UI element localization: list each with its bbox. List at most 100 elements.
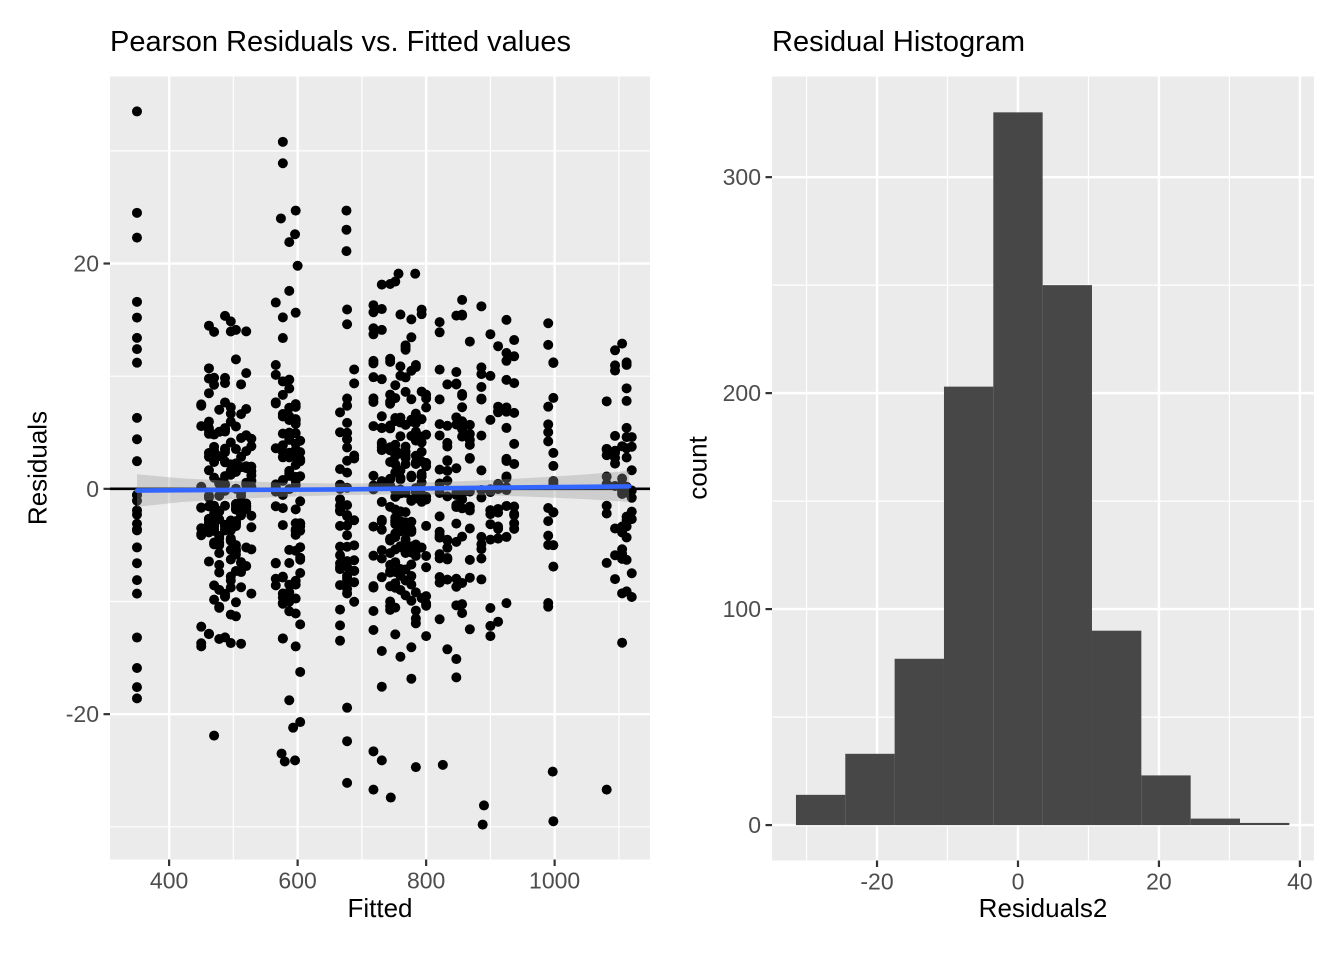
- scatter-point: [277, 572, 288, 583]
- scatter-point: [209, 730, 220, 741]
- scatter-point: [457, 390, 468, 401]
- scatter-point: [621, 554, 632, 565]
- scatter-point: [451, 367, 462, 378]
- scatter-point: [196, 421, 207, 432]
- scatter-point: [376, 572, 387, 583]
- scatter-point: [290, 229, 301, 240]
- scatter-point: [457, 424, 468, 435]
- scatter-point: [385, 353, 396, 364]
- scatter-point: [342, 393, 353, 404]
- scatter-point: [349, 565, 360, 576]
- scatter-point: [400, 386, 411, 397]
- scatter-point: [626, 568, 637, 579]
- scatter-point: [277, 312, 288, 323]
- scatter-point: [493, 616, 504, 627]
- scatter-point: [342, 467, 353, 478]
- scatter-point: [284, 558, 295, 569]
- scatter-point: [501, 500, 512, 511]
- scatter-point: [270, 360, 281, 371]
- scatter-point: [131, 682, 142, 693]
- scatter-point: [548, 357, 559, 368]
- scatter-point: [295, 542, 306, 553]
- scatter-point: [131, 693, 142, 704]
- scatter-point: [368, 605, 379, 616]
- scatter-point: [209, 326, 220, 337]
- panel-background: [110, 76, 650, 860]
- scatter-point: [509, 501, 520, 512]
- scatter-point: [335, 541, 346, 552]
- scatter-point: [406, 394, 417, 405]
- scatter-point: [621, 383, 632, 394]
- scatter-point: [442, 455, 453, 466]
- scatter-point: [277, 136, 288, 147]
- scatter-point: [434, 430, 445, 441]
- scatter-point: [451, 672, 462, 683]
- y-tick-label: 200: [723, 380, 761, 406]
- scatter-point: [410, 613, 421, 624]
- scatter-point: [406, 571, 417, 582]
- scatter-point: [284, 374, 295, 385]
- scatter-point: [131, 662, 142, 673]
- scatter-point: [214, 537, 225, 548]
- scatter-point: [543, 427, 554, 438]
- scatter-point: [131, 518, 142, 529]
- scatter-point: [509, 438, 520, 449]
- scatter-point: [230, 421, 241, 432]
- scatter-point: [457, 494, 468, 505]
- scatter-point: [385, 423, 396, 434]
- x-tick-label: 0: [1012, 869, 1025, 895]
- scatter-point: [509, 351, 520, 362]
- x-tick-label: 600: [278, 868, 316, 894]
- scatter-point: [493, 341, 504, 352]
- scatter-point: [437, 759, 448, 770]
- scatter-point: [501, 348, 512, 359]
- scatter-point: [442, 491, 453, 502]
- scatter-point: [406, 579, 417, 590]
- scatter-point: [342, 417, 353, 428]
- scatter-point: [131, 332, 142, 343]
- scatter-point: [277, 389, 288, 400]
- scatter-point: [368, 393, 379, 404]
- scatter-point: [476, 574, 487, 585]
- scatter-point: [131, 312, 142, 323]
- y-tick-label: 0: [86, 476, 99, 502]
- scatter-point: [342, 520, 353, 531]
- scatter-point: [342, 400, 353, 411]
- scatter-point: [368, 550, 379, 561]
- scatter-point: [410, 762, 421, 773]
- scatter-plot-title: Pearson Residuals vs. Fitted values: [110, 26, 571, 58]
- scatter-point: [290, 608, 301, 619]
- y-tick-label: 100: [723, 596, 761, 622]
- scatter-point: [434, 327, 445, 338]
- scatter-point: [626, 492, 637, 503]
- scatter-point: [476, 553, 487, 564]
- smooth-line: [134, 484, 632, 493]
- scatter-point: [434, 549, 445, 560]
- scatter-point: [457, 608, 468, 619]
- scatter-point: [131, 542, 142, 553]
- scatter-point: [349, 596, 360, 607]
- scatter-point: [442, 379, 453, 390]
- scatter-point: [626, 514, 637, 525]
- scatter-point: [236, 379, 247, 390]
- scatter-point: [400, 507, 411, 518]
- scatter-point: [196, 400, 207, 411]
- histogram-x-axis-title: Residuals2: [978, 893, 1108, 923]
- scatter-point: [295, 666, 306, 677]
- scatter-point: [464, 336, 475, 347]
- scatter-point: [390, 557, 401, 568]
- scatter-point: [376, 422, 387, 433]
- scatter-point: [442, 574, 453, 585]
- scatter-point: [601, 444, 612, 455]
- scatter-point: [368, 521, 379, 532]
- scatter-point: [621, 452, 632, 463]
- scatter-point: [349, 453, 360, 464]
- scatter-point: [476, 465, 487, 476]
- scatter-point: [342, 319, 353, 330]
- histogram-y-axis-title: count: [682, 436, 713, 500]
- scatter-point: [406, 595, 417, 606]
- x-tick-label: -20: [860, 869, 893, 895]
- scatter-point: [476, 430, 487, 441]
- scatter-point: [368, 372, 379, 383]
- scatter-point: [548, 561, 559, 572]
